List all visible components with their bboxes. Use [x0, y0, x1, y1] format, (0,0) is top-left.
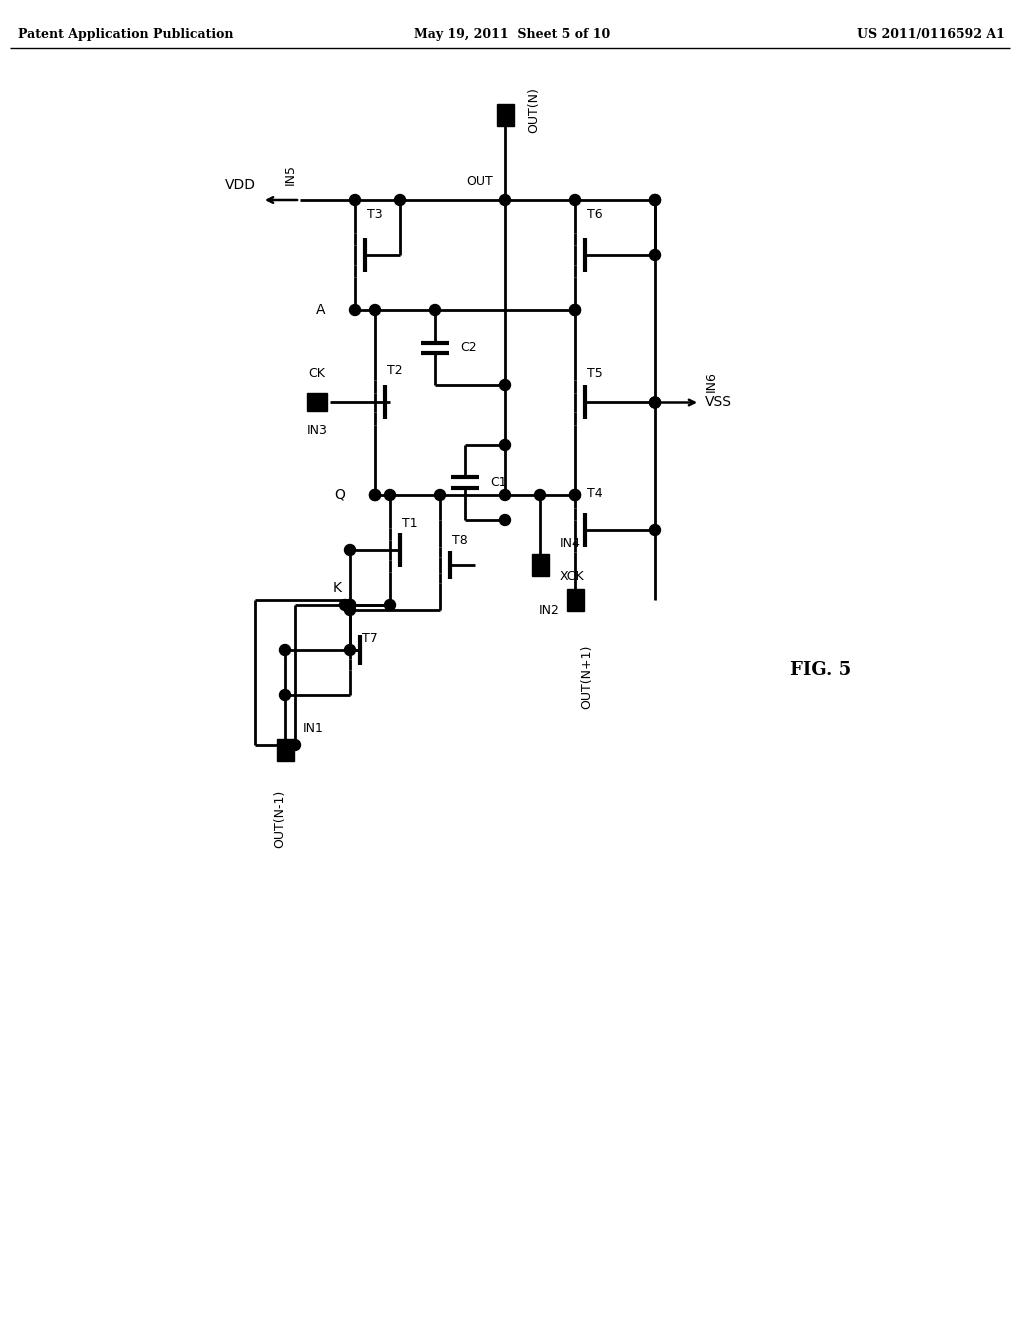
Text: OUT(N): OUT(N) — [527, 87, 540, 133]
Circle shape — [649, 524, 660, 536]
Text: IN4: IN4 — [560, 537, 581, 550]
Circle shape — [500, 440, 511, 450]
Bar — [566, 589, 584, 611]
Bar — [497, 104, 513, 125]
Text: IN6: IN6 — [705, 372, 718, 392]
Circle shape — [384, 599, 395, 610]
Text: FIG. 5: FIG. 5 — [790, 661, 851, 678]
Circle shape — [569, 305, 581, 315]
Text: A: A — [315, 304, 325, 317]
Text: T1: T1 — [402, 517, 418, 531]
Circle shape — [344, 599, 355, 610]
Text: T2: T2 — [387, 364, 402, 378]
Circle shape — [429, 305, 440, 315]
Text: C2: C2 — [460, 341, 476, 354]
Circle shape — [649, 249, 660, 260]
Circle shape — [349, 194, 360, 206]
Circle shape — [649, 194, 660, 206]
Circle shape — [344, 605, 355, 615]
Circle shape — [370, 490, 381, 500]
Circle shape — [370, 305, 381, 315]
Text: OUT(N+1): OUT(N+1) — [580, 645, 593, 709]
Bar — [531, 554, 549, 576]
Circle shape — [500, 380, 511, 391]
Text: OUT(N-1): OUT(N-1) — [273, 789, 287, 849]
Circle shape — [500, 490, 511, 500]
Bar — [276, 739, 294, 762]
Text: May 19, 2011  Sheet 5 of 10: May 19, 2011 Sheet 5 of 10 — [414, 28, 610, 41]
Circle shape — [394, 194, 406, 206]
Text: VSS: VSS — [705, 396, 732, 409]
Text: IN3: IN3 — [306, 425, 328, 437]
Circle shape — [340, 599, 350, 610]
Circle shape — [344, 644, 355, 656]
Bar — [307, 393, 327, 412]
Text: T3: T3 — [367, 209, 383, 220]
Circle shape — [649, 397, 660, 408]
Circle shape — [434, 490, 445, 500]
Text: T8: T8 — [452, 535, 468, 546]
Circle shape — [500, 515, 511, 525]
Circle shape — [344, 599, 355, 610]
Circle shape — [384, 490, 395, 500]
Text: T7: T7 — [362, 632, 378, 645]
Circle shape — [569, 490, 581, 500]
Circle shape — [344, 599, 355, 610]
Circle shape — [535, 490, 546, 500]
Circle shape — [500, 194, 511, 206]
Text: T5: T5 — [587, 367, 603, 380]
Text: XCK: XCK — [560, 570, 585, 583]
Text: T4: T4 — [587, 487, 603, 500]
Text: OUT: OUT — [466, 176, 493, 187]
Text: Q: Q — [334, 488, 345, 502]
Text: IN5: IN5 — [284, 164, 297, 185]
Text: Patent Application Publication: Patent Application Publication — [18, 28, 233, 41]
Text: IN1: IN1 — [303, 722, 324, 735]
Text: K: K — [333, 581, 342, 595]
Circle shape — [344, 544, 355, 556]
Text: T6: T6 — [587, 209, 603, 220]
Text: VDD: VDD — [225, 178, 256, 191]
Circle shape — [349, 305, 360, 315]
Text: IN2: IN2 — [539, 603, 560, 616]
Circle shape — [569, 490, 581, 500]
Circle shape — [280, 644, 291, 656]
Circle shape — [280, 739, 291, 751]
Circle shape — [649, 397, 660, 408]
Text: CK: CK — [308, 367, 326, 380]
Text: C1: C1 — [490, 477, 507, 488]
Circle shape — [280, 689, 291, 701]
Circle shape — [569, 194, 581, 206]
Circle shape — [649, 194, 660, 206]
Circle shape — [370, 490, 381, 500]
Circle shape — [569, 305, 581, 315]
Circle shape — [290, 739, 300, 751]
Text: US 2011/0116592 A1: US 2011/0116592 A1 — [857, 28, 1005, 41]
